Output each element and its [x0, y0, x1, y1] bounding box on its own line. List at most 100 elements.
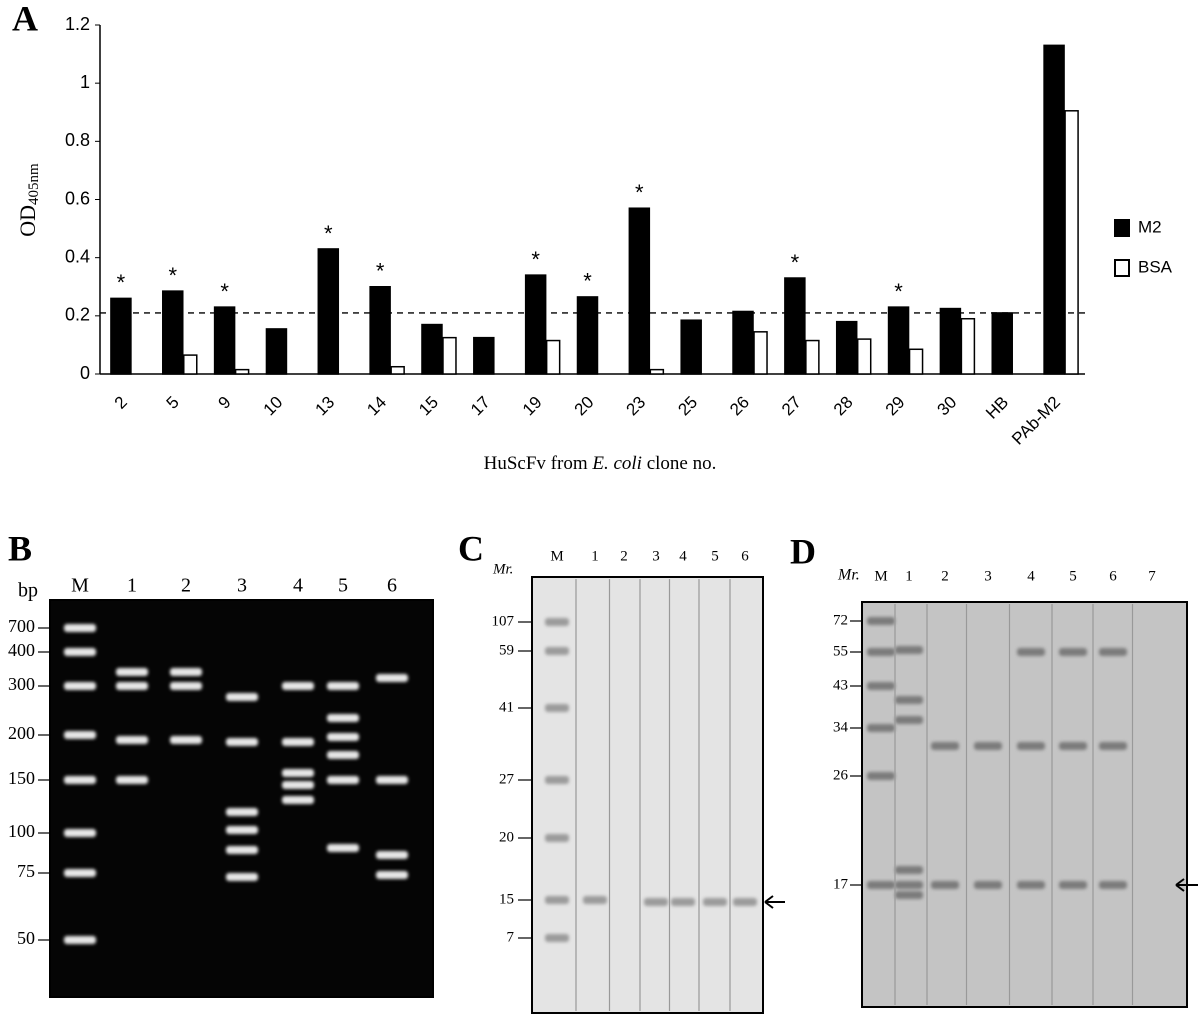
gel-band [1099, 881, 1127, 889]
bar [213, 306, 236, 375]
unit-label: Mr. [837, 567, 860, 584]
panel-label: D [790, 531, 816, 571]
gel-band [64, 731, 96, 739]
arrow-head [764, 895, 774, 909]
panel-label: A [12, 0, 38, 38]
lane-label: 5 [711, 548, 719, 564]
bar [960, 317, 976, 375]
significance-mark: * [168, 263, 177, 288]
x-tick-label: 19 [519, 393, 546, 420]
lane-label: 1 [127, 575, 137, 597]
marker-label: 107 [492, 613, 515, 629]
marker-label: 300 [8, 674, 35, 694]
gel-band [226, 738, 258, 746]
y-tick-label: 0.8 [65, 130, 90, 150]
gel-band [64, 776, 96, 784]
significance-mark: * [531, 247, 540, 272]
gel-band [282, 781, 314, 789]
y-axis-label: OD405nm [15, 163, 42, 237]
lane-label: 4 [1027, 568, 1035, 584]
y-tick-label: 0.4 [65, 246, 90, 266]
marker-label: 55 [833, 643, 848, 659]
x-tick-label: 25 [674, 393, 701, 420]
gel-band [545, 896, 569, 904]
significance-mark: * [324, 221, 333, 246]
lane-label: 5 [1069, 568, 1077, 584]
bar [1064, 110, 1079, 375]
bar [649, 368, 665, 375]
gel-band [867, 682, 895, 690]
legend-swatch [1114, 259, 1130, 277]
x-tick-label: 2 [111, 393, 131, 413]
lane-label: 4 [679, 548, 687, 564]
x-tick-label: 26 [726, 393, 753, 420]
gel-band [64, 829, 96, 837]
lane-label: 4 [293, 575, 303, 597]
x-tick-label: 9 [214, 393, 234, 413]
marker-label: 59 [499, 642, 514, 658]
x-tick-label: 14 [363, 393, 390, 420]
lane-label: 5 [338, 575, 348, 597]
gel-image [531, 576, 764, 1014]
lane-label: 3 [984, 568, 992, 584]
bar [369, 286, 391, 375]
marker-label: 700 [8, 616, 35, 636]
lane-label: 6 [387, 575, 397, 597]
legend-label: BSA [1138, 257, 1173, 276]
gel-band [64, 682, 96, 690]
x-tick-label: PAb-M2 [1008, 393, 1064, 449]
bar [753, 331, 768, 375]
bar [317, 248, 340, 375]
marker-label: 17 [833, 876, 849, 892]
gel-band [583, 896, 607, 904]
bar [939, 307, 962, 375]
lane-label: M [874, 568, 887, 584]
y-label-main: OD [15, 205, 40, 237]
legend-swatch [1114, 219, 1130, 237]
gel-band [1099, 742, 1127, 750]
x-label-part: HuScFv from [484, 453, 593, 474]
lane-label: 3 [652, 548, 660, 564]
gel-band [1017, 648, 1045, 656]
significance-mark: * [583, 269, 592, 294]
gel-band [327, 682, 359, 690]
gel-band [867, 881, 895, 889]
bar [234, 368, 250, 375]
marker-label: 50 [17, 928, 35, 948]
unit-label: Mr. [492, 561, 513, 577]
gel-band [1059, 742, 1087, 750]
bar [442, 336, 457, 375]
gel-band [282, 682, 314, 690]
gel-band [327, 776, 359, 784]
marker-label: 20 [499, 829, 514, 845]
y-tick-label: 0.2 [65, 305, 90, 325]
gel-band [545, 834, 569, 842]
x-tick-label: 30 [934, 393, 961, 420]
gel-band [895, 696, 923, 704]
gel-band [64, 936, 96, 944]
lane-label: 6 [741, 548, 749, 564]
gel-band [282, 796, 314, 804]
gel-band [116, 682, 148, 690]
significance-mark: * [635, 180, 644, 205]
gel-band [974, 742, 1002, 750]
marker-label: 75 [17, 861, 35, 881]
gel-band [1059, 648, 1087, 656]
bar [908, 348, 924, 375]
y-tick-label: 1 [80, 72, 90, 92]
gel-band [895, 866, 923, 874]
x-label-part: E. coli [591, 453, 642, 474]
bar [680, 319, 702, 375]
gel-band [376, 776, 408, 784]
gel-band [1059, 881, 1087, 889]
gel-band [376, 871, 408, 879]
lane-label: 2 [941, 568, 949, 584]
bar [576, 296, 599, 375]
marker-label: 41 [499, 699, 514, 715]
bar [991, 312, 1013, 375]
bar [390, 365, 405, 375]
gel-band [867, 724, 895, 732]
marker-label: 72 [833, 612, 848, 628]
lane-label: 6 [1109, 568, 1117, 584]
y-tick-label: 0.6 [65, 188, 90, 208]
